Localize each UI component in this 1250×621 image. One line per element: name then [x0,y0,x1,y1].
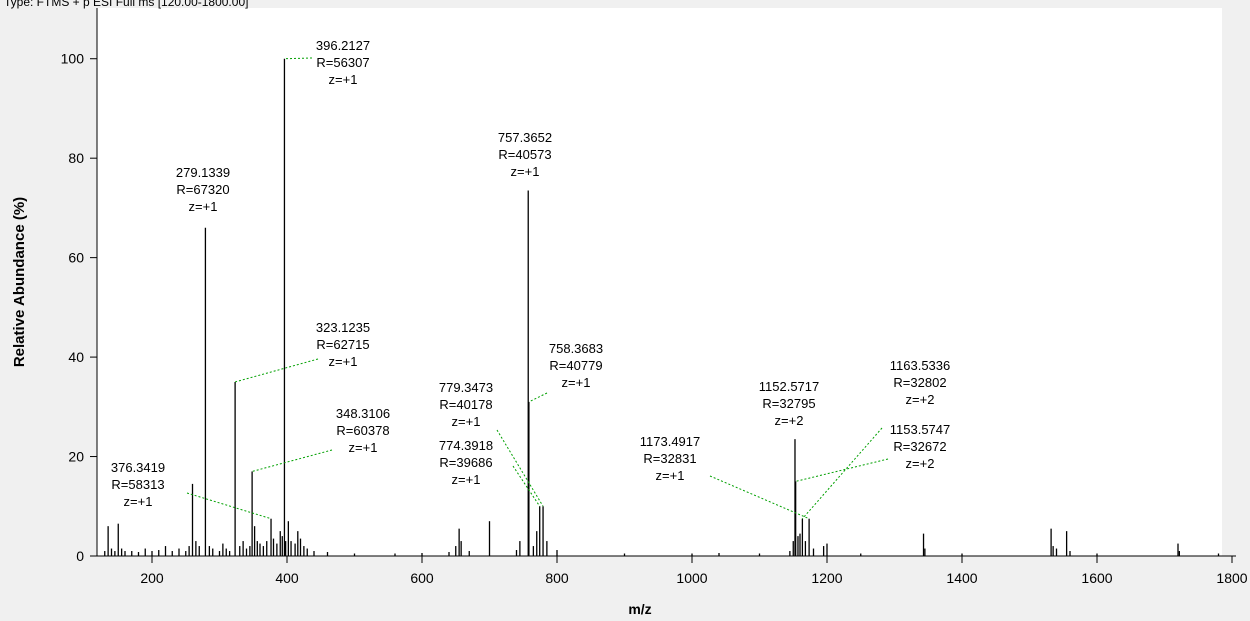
x-tick-label: 200 [140,570,164,586]
peak-annotation: 348.3106 [336,406,390,421]
y-tick-label: 40 [68,349,84,365]
peak-annotation: 1163.5336 [890,358,951,373]
annotation-leader [709,475,810,520]
peak-annotation: R=67320 [176,182,229,197]
peak-annotation: R=40779 [549,358,602,373]
x-tick-label: 1600 [1081,570,1112,586]
annotation-leader [512,465,541,507]
peak-annotation: z=+1 [329,354,358,369]
x-tick-label: 600 [410,570,434,586]
annotation-leader [528,392,548,403]
annotation-leader [284,57,313,60]
peak-annotation: 1153.5747 [890,422,951,437]
peak-annotation: R=60378 [336,423,389,438]
peak-annotation: z=+1 [562,375,591,390]
peak-annotation: z=+1 [452,414,481,429]
peak-annotation: R=40178 [439,397,492,412]
peak-annotation: z=+2 [775,413,804,428]
peak-annotation: R=39686 [439,455,492,470]
peak-annotation: z=+1 [349,440,378,455]
peak-annotation: z=+1 [656,468,685,483]
x-tick-label: 1800 [1216,570,1247,586]
peak-annotation: 774.3918 [439,438,493,453]
peak-annotation: 779.3473 [439,380,493,395]
annotation-leader [186,492,272,520]
peak-annotation: R=56307 [316,55,369,70]
annotation-leader [496,429,544,507]
peak-annotation: 758.3683 [549,341,603,356]
y-tick-label: 60 [68,250,84,266]
peak-annotation: 396.2127 [316,38,370,53]
x-tick-label: 1400 [946,570,977,586]
x-axis-label: m/z [628,601,651,617]
peak-annotation: z=+1 [329,72,358,87]
peak-annotation: R=32795 [762,396,815,411]
peak-annotation: 376.3419 [111,460,165,475]
annotation-leader [802,427,883,520]
annotation-leader [251,449,333,472]
peak-annotation: R=58313 [111,477,164,492]
peak-annotation: R=32672 [893,439,946,454]
scan-header: Type: FTMS + p ESI Full ms [120.00-1800.… [4,0,248,9]
peak-annotation: R=40573 [498,147,551,162]
peak-annotation: z=+2 [906,456,935,471]
y-tick-label: 80 [68,150,84,166]
x-tick-label: 1000 [676,570,707,586]
peak-annotation: 323.1235 [316,320,370,335]
peak-annotation: 1173.4917 [640,434,701,449]
peak-annotation: R=62715 [316,337,369,352]
y-axis-label: Relative Abundance (%) [11,197,28,367]
x-tick-label: 800 [545,570,569,586]
y-tick-label: 100 [61,51,85,67]
y-tick-label: 20 [68,449,84,465]
peak-annotation: R=32802 [893,375,946,390]
peak-annotation: R=32831 [643,451,696,466]
peak-annotation: 1152.5717 [759,379,820,394]
peak-annotation: z=+1 [189,199,218,214]
x-tick-label: 400 [275,570,299,586]
peak-annotation: 757.3652 [498,130,552,145]
peak-annotation: z=+1 [124,494,153,509]
peak-annotation: 279.1339 [176,165,230,180]
peak-annotation: z=+1 [511,164,540,179]
peak-annotation: z=+1 [452,472,481,487]
peak-annotation: z=+2 [906,392,935,407]
y-tick-label: 0 [76,548,84,564]
x-tick-label: 1200 [811,570,842,586]
